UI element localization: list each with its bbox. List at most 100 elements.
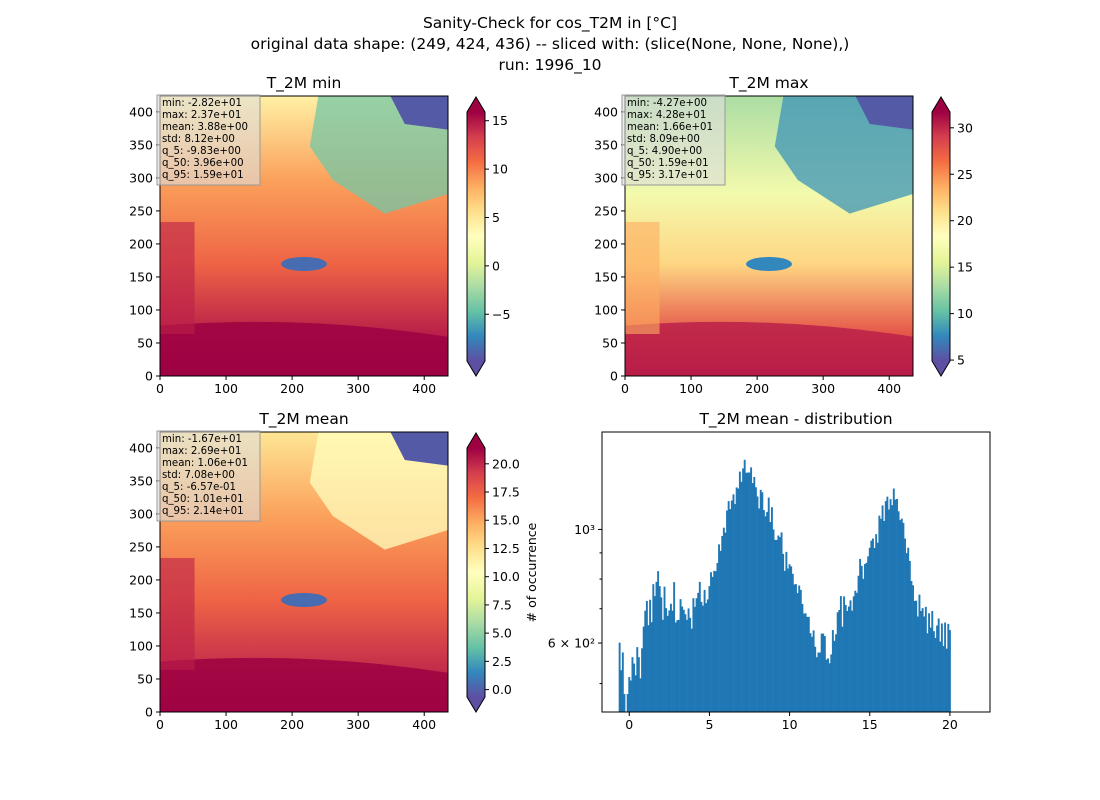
colorbar-body — [467, 448, 485, 697]
x-tick-label: 100 — [679, 381, 703, 396]
colorbar-tick-label: 12.5 — [492, 541, 520, 556]
histogram-bar — [838, 610, 841, 712]
histogram-bar — [686, 619, 688, 712]
histogram-bar — [775, 539, 778, 712]
histogram-bar — [631, 657, 634, 712]
histogram-bar — [713, 570, 716, 712]
histogram-bar — [833, 640, 836, 712]
colorbar-extend-min — [467, 697, 485, 712]
histogram-bar — [761, 492, 764, 712]
stats-line: std: 7.08e+00 — [162, 470, 235, 481]
stats-line: q_50: 3.96e+00 — [162, 158, 244, 169]
histogram-bar — [907, 547, 910, 712]
y-tick-label: 250 — [129, 203, 153, 218]
histogram-bar — [732, 494, 735, 712]
histogram-bar — [936, 625, 939, 712]
histogram-bar — [620, 670, 623, 712]
stats-line: mean: 1.06e+01 — [162, 458, 248, 469]
colorbar-tick-label: 7.5 — [492, 597, 512, 612]
histogram-bar — [924, 606, 927, 712]
histogram-title: T_2M mean - distribution — [698, 410, 892, 429]
y-tick-label: 250 — [594, 203, 618, 218]
histogram-bar — [719, 550, 722, 712]
histogram-bar — [915, 600, 918, 712]
map-title-min: T_2M min — [266, 74, 342, 93]
histogram-bar — [674, 622, 677, 712]
colorbar-tick-label: 0 — [492, 258, 500, 273]
colorbar-tick-label: 0.0 — [492, 682, 512, 697]
histogram-bar — [770, 507, 773, 712]
histogram-bar — [945, 648, 948, 712]
histogram-bar — [649, 599, 652, 712]
histogram-bar — [718, 544, 720, 712]
x-tick-label: 300 — [811, 381, 835, 396]
histogram-bar — [642, 626, 645, 712]
histogram-bar — [729, 509, 732, 712]
histogram-bar — [913, 600, 916, 712]
colorbar-body — [932, 112, 950, 361]
x-tick-label: 400 — [412, 381, 436, 396]
histogram-bar — [851, 610, 854, 712]
y-tick-label: 300 — [129, 170, 153, 185]
histogram-bar — [811, 636, 813, 712]
histogram-bar — [740, 481, 743, 712]
histogram-bar — [746, 472, 749, 712]
histogram-bar — [863, 564, 866, 712]
histogram-bar — [894, 499, 897, 712]
histogram-bar — [745, 472, 748, 712]
histogram-bar — [623, 694, 626, 712]
stats-box — [156, 430, 261, 522]
x-tick-label: 200 — [280, 717, 304, 732]
histogram-bar — [854, 590, 857, 712]
histogram-bar — [759, 489, 762, 712]
y-tick-label: 300 — [594, 170, 618, 185]
histogram-bar — [772, 529, 775, 712]
histogram-bar — [758, 508, 761, 712]
histogram-bar — [708, 586, 711, 712]
histogram-bar — [629, 680, 632, 712]
stats-line: std: 8.09e+00 — [627, 134, 700, 145]
y-tick-label: 100 — [129, 302, 153, 317]
colorbar-tick-label: 10 — [492, 162, 508, 177]
histogram-bar — [724, 532, 727, 712]
histogram-bar — [716, 562, 719, 712]
histogram-bar — [750, 467, 753, 712]
histogram-bar — [799, 589, 802, 712]
histogram-y-tick-label: 6 × 10² — [548, 636, 595, 651]
histogram-bar — [865, 562, 868, 712]
histogram-bar — [822, 633, 825, 712]
histogram-bar — [698, 581, 701, 712]
histogram-bar — [727, 501, 730, 712]
histogram-bar — [857, 575, 860, 712]
histogram-bar — [793, 584, 796, 712]
histogram-bar — [880, 518, 882, 712]
histogram-bar — [694, 606, 696, 712]
histogram-bar — [843, 596, 846, 712]
stats-line: min: -2.82e+01 — [162, 98, 242, 109]
colorbar-label: # of occurrence — [524, 522, 539, 622]
histogram-bar — [944, 622, 947, 712]
histogram-bar — [682, 609, 685, 712]
histogram-bars — [618, 459, 951, 712]
histogram-bar — [947, 623, 950, 712]
colorbar-tick-label: 5 — [492, 210, 500, 225]
histogram-bar — [726, 510, 728, 712]
histogram-bar — [653, 596, 656, 712]
histogram-bar — [932, 631, 935, 712]
histogram-bar — [934, 637, 937, 712]
histogram-bar — [820, 633, 823, 712]
histogram-bar — [867, 556, 870, 712]
histogram-bar — [839, 596, 842, 712]
histogram-bar — [710, 572, 712, 712]
histogram-bar — [644, 610, 647, 712]
histogram-bar — [618, 642, 621, 712]
histogram-bar — [687, 608, 690, 712]
histogram-bar — [703, 589, 706, 712]
stats-line: max: 2.37e+01 — [162, 110, 241, 121]
map-frame — [624, 95, 914, 377]
colorbar-tick-label: 25 — [957, 167, 973, 182]
colorbar-tick-label: 30 — [957, 120, 973, 135]
histogram-bar — [948, 630, 951, 712]
histogram-bar — [636, 647, 639, 712]
colorbar-min — [466, 96, 489, 377]
